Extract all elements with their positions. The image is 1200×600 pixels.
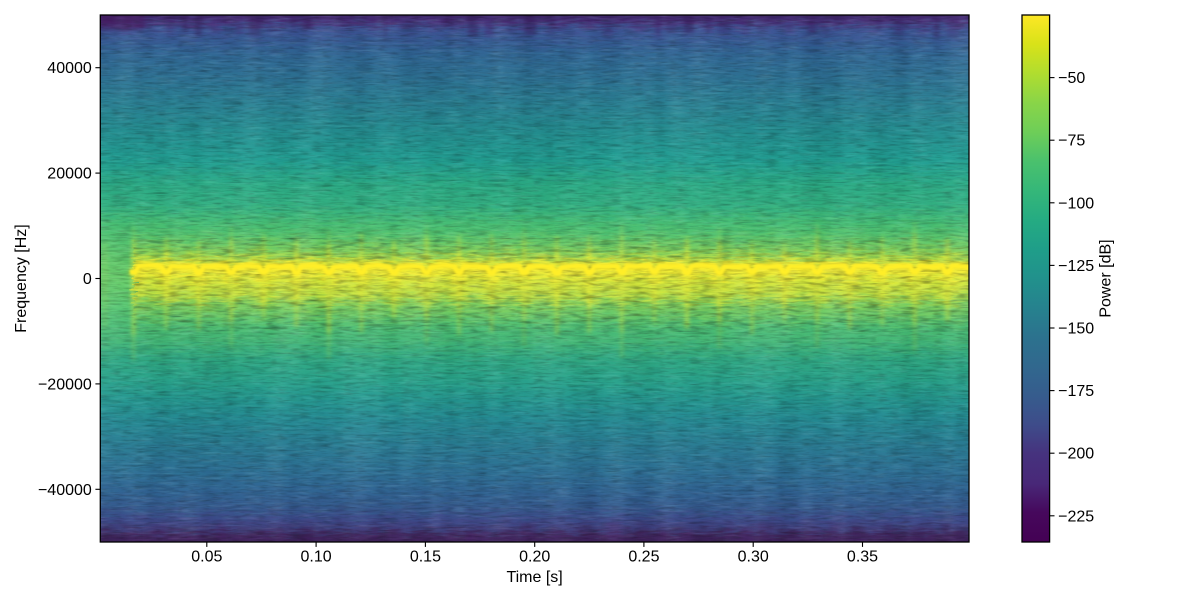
svg-text:0: 0	[83, 271, 92, 288]
svg-text:0.25: 0.25	[628, 549, 659, 566]
svg-text:−150: −150	[1058, 321, 1094, 338]
svg-text:−175: −175	[1058, 383, 1094, 400]
svg-text:0.10: 0.10	[301, 549, 332, 566]
svg-text:−40000: −40000	[38, 482, 92, 499]
svg-text:Power [dB]: Power [dB]	[1098, 239, 1115, 317]
svg-text:−100: −100	[1058, 195, 1094, 212]
svg-text:−125: −125	[1058, 258, 1094, 275]
svg-text:0.15: 0.15	[410, 549, 441, 566]
svg-text:20000: 20000	[47, 166, 92, 183]
svg-text:0.05: 0.05	[191, 549, 222, 566]
svg-text:40000: 40000	[47, 60, 92, 77]
svg-text:0.35: 0.35	[847, 549, 878, 566]
svg-text:0.20: 0.20	[519, 549, 550, 566]
svg-text:Time [s]: Time [s]	[506, 569, 562, 586]
svg-text:−50: −50	[1058, 70, 1085, 87]
svg-text:−20000: −20000	[38, 376, 92, 393]
svg-text:−200: −200	[1058, 446, 1094, 463]
svg-text:0.30: 0.30	[738, 549, 769, 566]
svg-text:−225: −225	[1058, 508, 1094, 525]
svg-text:−75: −75	[1058, 133, 1085, 150]
svg-text:Frequency [Hz]: Frequency [Hz]	[13, 224, 30, 332]
